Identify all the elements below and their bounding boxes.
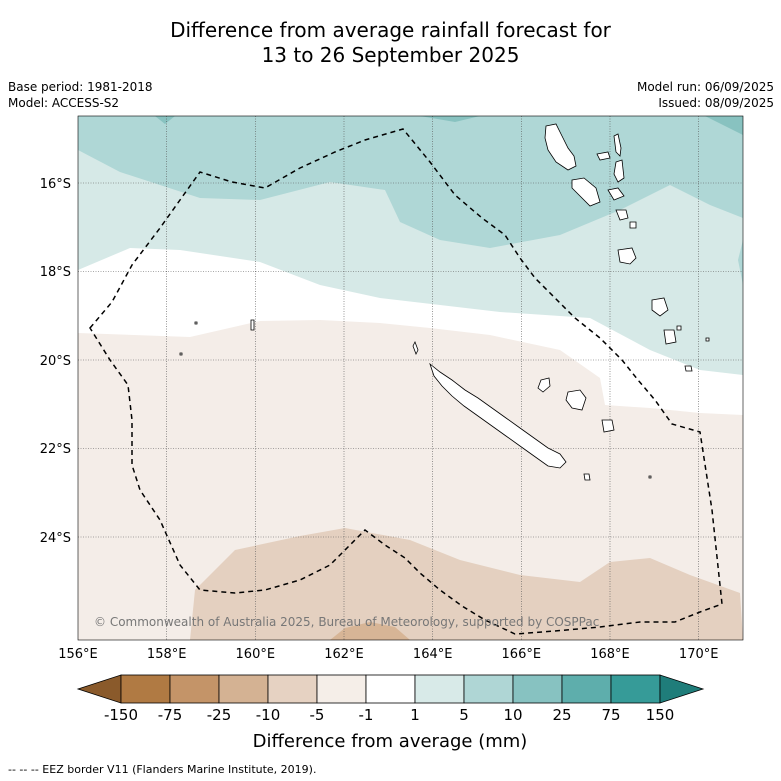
- band-10-25-b: [420, 116, 480, 122]
- colorbar-segment: [610, 674, 661, 704]
- reef-islet-a: [194, 321, 198, 325]
- lon-label: 158°E: [147, 647, 187, 662]
- matthew-island: [684, 365, 693, 372]
- lat-label: 16°S: [40, 177, 71, 192]
- ouvea-island: [537, 377, 551, 393]
- chesterfield-reef: [250, 319, 255, 331]
- lon-label: 164°E: [413, 647, 453, 662]
- colorbar-tick-label: 10: [503, 706, 522, 724]
- lon-label: 170°E: [679, 647, 719, 662]
- espiritu-santo: [544, 123, 577, 171]
- lat-label: 20°S: [40, 354, 71, 369]
- map-frame: [77, 115, 744, 641]
- colorbar-title: Difference from average (mm): [253, 731, 528, 752]
- colorbar-segment: [316, 674, 367, 704]
- colorbar-tick-label: 150: [646, 706, 675, 724]
- pentecost-island: [613, 159, 625, 183]
- colorbar-tick-label: 75: [601, 706, 620, 724]
- coastlines: [179, 123, 710, 481]
- band-minus10-minus5: [190, 528, 743, 640]
- graticule: [78, 116, 743, 640]
- lon-labels: 156°E 158°E 160°E 162°E 164°E 166°E 168°…: [58, 647, 718, 662]
- colorbar-segment: [169, 674, 220, 704]
- lon-label: 162°E: [324, 647, 364, 662]
- title-line-2: 13 to 26 September 2025: [261, 43, 520, 67]
- colorbar-tick-label: -5: [310, 706, 325, 724]
- lat-label: 22°S: [40, 442, 71, 457]
- title-line-1: Difference from average rainfall forecas…: [170, 18, 611, 42]
- ambrym-island: [607, 187, 625, 201]
- colorbar-segment: [414, 674, 465, 704]
- eez-border: [89, 128, 723, 635]
- lat-labels: 16°S 18°S 20°S 22°S 24°S: [40, 177, 71, 546]
- new-caledonia: [429, 362, 567, 469]
- copyright-note: © Commonwealth of Australia 2025, Bureau…: [94, 615, 599, 629]
- band-5-10-edge: [738, 240, 743, 285]
- lat-label: 24°S: [40, 531, 71, 546]
- colorbar-tick-label: -75: [158, 706, 183, 724]
- band-minus25-minus10: [330, 622, 410, 640]
- tanna-island: [663, 329, 677, 345]
- futuna-island: [676, 325, 682, 331]
- model-name: Model: ACCESS-S2: [8, 96, 120, 110]
- hunter-island: [705, 337, 710, 342]
- lifou-island: [565, 389, 587, 411]
- epi-island: [615, 209, 629, 221]
- map-title: Difference from average rainfall forecas…: [0, 18, 781, 68]
- colorbar-tick-label: -25: [207, 706, 232, 724]
- colorbar-segment: [218, 674, 269, 704]
- belep-island: [412, 341, 419, 355]
- colorbar: -150 -75 -25 -10 -5 -1 1 5 10 25 75 150: [76, 674, 705, 724]
- reef-islet-b: [179, 352, 183, 356]
- colorbar-tick-label: 5: [459, 706, 469, 724]
- lat-label: 18°S: [40, 265, 71, 280]
- band-5-10: [78, 116, 743, 248]
- walpole-island: [648, 475, 652, 479]
- mare-island: [601, 419, 615, 433]
- ambae-island: [596, 151, 611, 161]
- lon-label: 160°E: [236, 647, 276, 662]
- meta-left: Base period: 1981-2018 Model: ACCESS-S2: [8, 79, 153, 111]
- base-period: Base period: 1981-2018: [8, 80, 153, 94]
- lon-label: 168°E: [590, 647, 630, 662]
- band-10-25-c: [705, 116, 743, 135]
- lon-label: 156°E: [58, 647, 98, 662]
- meta-right: Model run: 06/09/2025 Issued: 08/09/2025: [637, 79, 774, 111]
- colorbar-tick-label: -1: [359, 706, 374, 724]
- erromango-island: [651, 297, 669, 317]
- colorbar-segment: [463, 674, 514, 704]
- lon-label: 166°E: [502, 647, 542, 662]
- colorbar-segment: [365, 674, 416, 704]
- colorbar-segment: [561, 674, 612, 704]
- band-10-25-a: [155, 116, 175, 124]
- map-area: © Commonwealth of Australia 2025, Bureau…: [78, 116, 743, 640]
- issued-date: Issued: 08/09/2025: [658, 96, 774, 110]
- colorbar-tick-label: 25: [552, 706, 571, 724]
- colorbar-tick-label: -10: [256, 706, 281, 724]
- isle-of-pines: [583, 473, 591, 481]
- eez-legend-note: -- -- -- EEZ border V11 (Flanders Marine…: [8, 763, 317, 776]
- maewo-island: [613, 133, 622, 157]
- colorbar-extend-low: [76, 674, 122, 704]
- efate-island: [617, 247, 637, 265]
- colorbar-segment: [512, 674, 563, 704]
- colorbar-segment: [267, 674, 318, 704]
- colorbar-tick-label: 1: [410, 706, 420, 724]
- model-run: Model run: 06/09/2025: [636, 80, 774, 94]
- shepherd-islands: [629, 221, 637, 229]
- colorbar-extend-high: [659, 674, 705, 704]
- malekula-island: [571, 177, 601, 207]
- colorbar-segment: [120, 674, 171, 704]
- colorbar-tick-label: -150: [104, 706, 138, 724]
